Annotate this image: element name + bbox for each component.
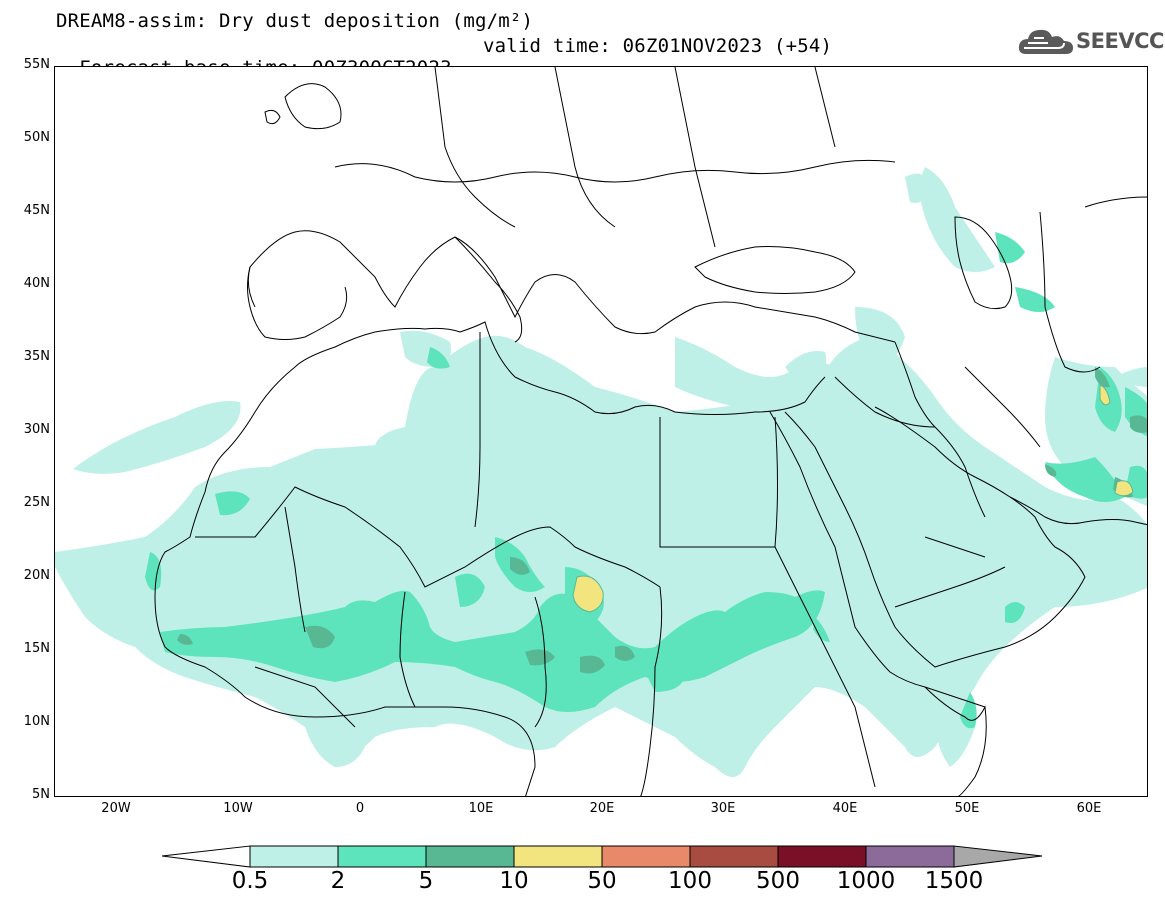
colorbar-segment xyxy=(689,845,779,868)
lat-label: 30N xyxy=(23,422,50,437)
map-title: DREAM8-assim: Dry dust deposition (mg/m²… xyxy=(56,10,534,32)
colorbar-high-arrow xyxy=(953,845,1043,868)
lat-label: 15N xyxy=(23,641,50,656)
colorbar-label: 1000 xyxy=(836,868,896,894)
logo-text: SEEVCCC xyxy=(1076,29,1165,53)
colorbar-label: 0.5 xyxy=(231,868,269,894)
colorbar-segment xyxy=(865,845,955,868)
colorbar-low-arrow xyxy=(161,845,251,868)
lat-label: 10N xyxy=(23,714,50,729)
colorbar-label: 2 xyxy=(330,868,346,894)
colorbar-segment xyxy=(777,845,867,868)
coastlines-and-borders xyxy=(154,67,1147,796)
lat-label: 55N xyxy=(23,57,50,72)
lon-label: 0 xyxy=(355,801,365,816)
lat-label: 25N xyxy=(23,495,50,510)
deposition-layer-10-50 xyxy=(572,384,1134,613)
lon-label: 10W xyxy=(223,801,253,816)
colorbar-label: 50 xyxy=(587,868,617,894)
colorbar-label: 5 xyxy=(418,868,434,894)
seevccc-logo: SEEVCCC xyxy=(1018,26,1165,58)
lon-label: 60E xyxy=(1076,801,1102,816)
colorbar-segment xyxy=(513,845,603,868)
lat-label: 20N xyxy=(23,568,50,583)
map-plot xyxy=(54,66,1148,797)
colorbar-segment xyxy=(601,845,691,868)
lat-label: 45N xyxy=(23,203,50,218)
lat-label: 35N xyxy=(23,349,50,364)
lat-label: 50N xyxy=(23,130,50,145)
lon-label: 20E xyxy=(589,801,615,816)
lat-label: 5N xyxy=(32,787,50,802)
colorbar-segment xyxy=(425,845,515,868)
lon-label: 20W xyxy=(101,801,131,816)
colorbar-label: 1500 xyxy=(924,868,984,894)
cloud-logo-icon xyxy=(1018,29,1073,54)
colorbar-segment xyxy=(249,845,339,868)
colorbar-label: 500 xyxy=(756,868,800,894)
map-canvas xyxy=(55,67,1147,796)
valid-time: valid time: 06Z01NOV2023 (+54) xyxy=(483,35,833,57)
lon-label: 10E xyxy=(468,801,494,816)
colorbar-label: 100 xyxy=(668,868,712,894)
colorbar xyxy=(161,845,1043,868)
colorbar-segment xyxy=(337,845,427,868)
lat-label: 40N xyxy=(23,276,50,291)
lon-label: 50E xyxy=(954,801,980,816)
colorbar-label: 10 xyxy=(499,868,529,894)
lon-label: 30E xyxy=(710,801,736,816)
lon-label: 40E xyxy=(832,801,858,816)
